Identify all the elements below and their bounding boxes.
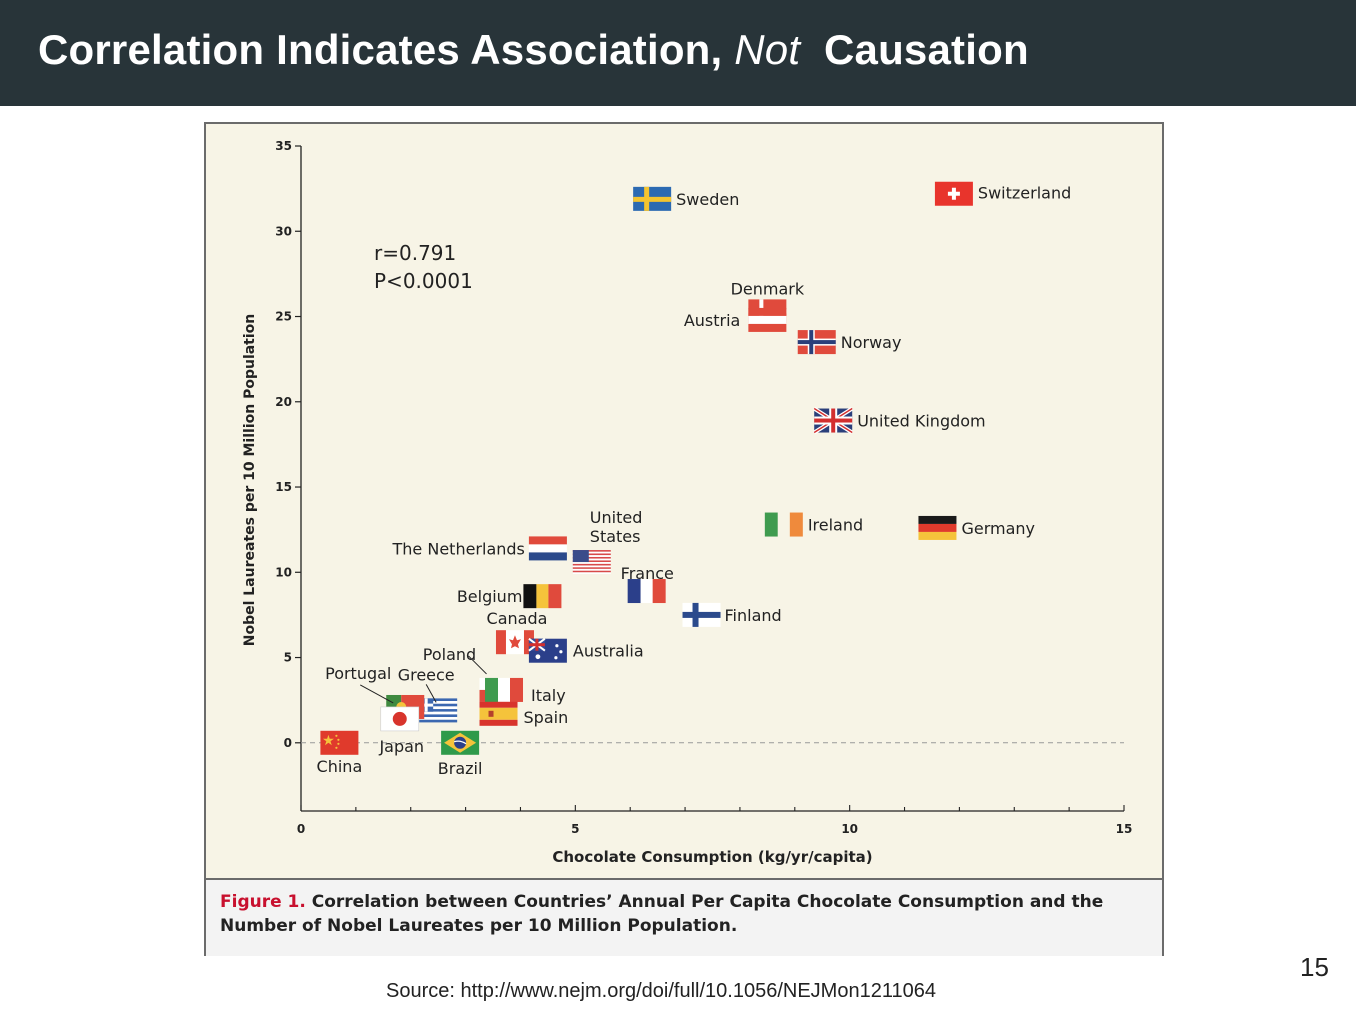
stat-p: P<0.0001 <box>374 269 473 293</box>
country-label-germany: Germany <box>961 519 1035 538</box>
caption-text-block: Figure 1. Correlation between Countries’… <box>220 890 1120 938</box>
title-text-part1: Correlation Indicates Association, <box>38 26 735 73</box>
source-citation: Source: http://www.nejm.org/doi/full/10.… <box>386 980 936 1002</box>
x-axis-label: Chocolate Consumption (kg/yr/capita) <box>552 848 872 866</box>
country-labels: Switzerland Sweden Denmark Austria Norway Uni… <box>317 184 1072 778</box>
x-tick-label: 5 <box>571 822 579 836</box>
y-axis-label: Nobel Laureates per 10 Million Populatio… <box>242 314 258 647</box>
flag-usa-icon <box>572 550 611 575</box>
greece-leader-line <box>425 684 437 703</box>
country-label-finland: Finland <box>725 606 782 625</box>
flag-japan-icon <box>380 706 420 732</box>
poland-leader-line <box>468 655 487 675</box>
country-label-belgium: Belgium <box>457 587 523 606</box>
chart-axes: 0 5 10 15 20 25 30 35 0 5 10 15 Chocolate Consumptio… <box>242 139 1132 866</box>
country-flags <box>320 181 973 755</box>
country-label-usa-line2: States <box>590 527 641 546</box>
country-label-china: China <box>317 757 363 776</box>
scatter-chart: 0 5 10 15 20 25 30 35 0 5 10 15 Chocolate Consumptio… <box>242 139 1132 866</box>
y-tick-label: 5 <box>284 651 292 665</box>
flag-germany-icon <box>918 515 957 540</box>
flag-norway-icon <box>797 330 836 355</box>
y-tick-label: 25 <box>275 310 292 324</box>
flag-brazil-icon <box>441 730 480 755</box>
y-tick-label: 30 <box>275 224 292 238</box>
country-label-portugal: Portugal <box>325 664 391 683</box>
flag-finland-icon <box>682 602 721 627</box>
flag-ireland-icon <box>764 512 803 537</box>
country-label-usa-line1: United <box>590 508 643 527</box>
flag-greece-icon <box>419 698 458 723</box>
correlation-stats: r=0.791 P<0.0001 <box>374 239 473 295</box>
country-label-denmark: Denmark <box>731 279 805 298</box>
title-text-part2: Causation <box>800 26 1029 73</box>
caption-label: Figure 1. <box>220 892 306 912</box>
slide-header: Correlation Indicates Association, Not C… <box>0 0 1356 106</box>
flag-france-icon <box>627 579 666 604</box>
figure-panel: 0 5 10 15 20 25 30 35 0 5 10 15 Chocolate Consumptio… <box>204 122 1164 956</box>
country-label-spain: Spain <box>524 708 569 727</box>
x-tick-label: 10 <box>841 822 858 836</box>
caption-body: Correlation between Countries’ Annual Pe… <box>220 892 1104 936</box>
country-label-australia: Australia <box>573 642 644 661</box>
country-label-italy: Italy <box>531 686 566 705</box>
country-label-greece: Greece <box>398 665 455 684</box>
country-label-poland: Poland <box>423 645 476 664</box>
country-label-switzerland: Switzerland <box>978 184 1071 203</box>
flag-austria-icon <box>748 307 787 332</box>
flag-italy-icon <box>485 677 524 702</box>
title-text-not: Not <box>734 26 801 73</box>
flag-sweden-icon <box>633 186 672 211</box>
country-label-uk: United Kingdom <box>857 412 985 431</box>
y-tick-label: 20 <box>275 395 292 409</box>
x-tick-label: 0 <box>297 822 305 836</box>
y-tick-label: 35 <box>275 139 292 153</box>
flag-spain-icon <box>479 701 518 726</box>
country-label-sweden: Sweden <box>676 190 739 209</box>
stat-r: r=0.791 <box>374 241 457 265</box>
country-label-ireland: Ireland <box>808 516 863 535</box>
flag-switzerland-icon <box>934 181 973 206</box>
page-number: 15 <box>1300 952 1329 982</box>
country-label-japan: Japan <box>378 737 424 756</box>
flag-netherlands-icon <box>528 536 567 561</box>
x-tick-label: 15 <box>1116 822 1133 836</box>
slide-title: Correlation Indicates Association, Not C… <box>38 26 1029 74</box>
y-tick-label: 10 <box>275 565 292 579</box>
country-label-brazil: Brazil <box>438 759 483 778</box>
flag-china-icon <box>320 730 359 755</box>
country-label-france: France <box>621 564 674 583</box>
y-tick-label: 15 <box>275 480 292 494</box>
flag-canada-icon <box>495 630 534 655</box>
flag-australia-icon <box>528 637 567 663</box>
country-label-austria: Austria <box>684 311 741 330</box>
country-label-norway: Norway <box>841 333 902 352</box>
country-label-canada: Canada <box>487 609 548 628</box>
figure-caption: Figure 1. Correlation between Countries’… <box>206 878 1162 956</box>
country-label-netherlands: The Netherlands <box>392 539 525 558</box>
portugal-leader-line <box>360 684 394 704</box>
flag-uk-icon <box>813 406 854 435</box>
y-tick-label: 0 <box>284 736 292 750</box>
flag-belgium-icon <box>523 584 562 609</box>
